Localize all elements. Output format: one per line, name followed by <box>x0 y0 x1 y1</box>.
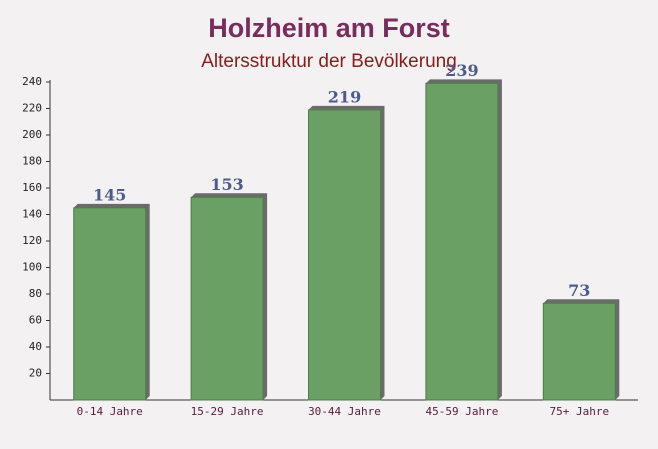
value-label: 153 <box>210 175 243 194</box>
chart-subtitle: Altersstruktur der Bevölkerung <box>201 51 457 72</box>
x-tick-label: 30-44 Jahre <box>308 405 381 418</box>
y-tick-label: 40 <box>29 340 42 353</box>
x-tick-label: 45-59 Jahre <box>425 405 498 418</box>
y-tick-label: 220 <box>22 102 42 115</box>
y-tick-label: 80 <box>29 287 42 300</box>
bar <box>308 109 381 401</box>
y-tick-label: 20 <box>29 367 42 380</box>
value-label: 145 <box>93 185 126 204</box>
value-label: 219 <box>328 87 361 106</box>
y-tick-label: 160 <box>22 181 42 194</box>
y-tick-label: 120 <box>22 234 42 247</box>
bar <box>425 82 499 401</box>
value-label: 239 <box>445 61 478 80</box>
x-tick-label: 0-14 Jahre <box>77 405 143 418</box>
bar <box>542 302 616 401</box>
y-tick-label: 240 <box>22 75 42 88</box>
y-tick-label: 60 <box>29 314 42 327</box>
bar <box>73 207 147 401</box>
y-tick-label: 200 <box>22 128 42 141</box>
y-tick-label: 180 <box>22 155 42 168</box>
bar <box>190 196 264 401</box>
y-tick-label: 140 <box>22 208 42 221</box>
x-tick-label: 75+ Jahre <box>549 405 609 418</box>
y-tick-label: 100 <box>22 261 42 274</box>
chart-title: Holzheim am Forst <box>208 13 450 43</box>
x-tick-label: 15-29 Jahre <box>191 405 264 418</box>
value-label: 73 <box>568 281 590 300</box>
